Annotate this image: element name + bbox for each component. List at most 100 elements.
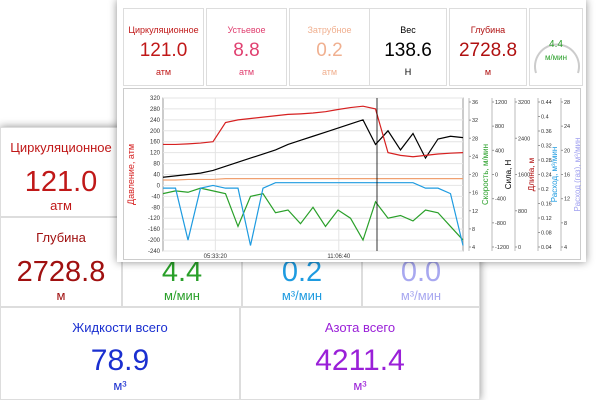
right-tick-label: 8 [564,221,567,227]
right-tick-label: 1200 [495,100,507,106]
tile: Устьевое 8.8 атм [206,8,287,86]
right-tick-label: 2400 [518,136,530,142]
gauge-value: 4.4 [549,39,563,50]
right-tick-label: 36 [472,100,478,106]
y-tick-label: 80 [153,162,160,168]
tile-unit: м³/мин [400,288,442,303]
right-tick-label: -1200 [495,245,509,251]
tile-label: Циркуляционное [128,25,199,35]
tile-value: 121.0 [24,166,98,198]
right-tick-label: 4 [472,245,475,251]
tile: Вес 138.6 Н [369,8,447,86]
front-panel: 320 280 240 200 160 120 80 40 0 -40 -80 -120 -160 -20… [117,0,586,262]
y-tick-label: -80 [151,205,160,211]
y-tick-label: 320 [150,96,161,102]
right-tick-label: 0.28 [541,158,552,164]
y-tick-label: -160 [148,227,161,233]
tile-unit: м³/мин [281,288,323,303]
right-tick-label: 0.2 [541,187,549,193]
right-tick-label: 12 [472,209,478,215]
right-tick-label: 24 [472,154,478,160]
tile-unit: атм [321,67,338,77]
right-axis-title: Длина, м [527,158,536,191]
right-tick-label: 0.24 [541,173,552,179]
right-axis-title: Расход, м³/мин [550,147,559,203]
right-axis-title: Скорость, м/мин [481,144,490,205]
right-tick-label: 0.36 [541,129,552,135]
right-tick-label: 28 [564,100,570,106]
tile-label: Циркуляционное [10,140,112,155]
y-tick-label: 40 [153,173,160,179]
tile: Циркуляционное 121.0 атм [0,127,122,217]
tile-label: Глубина [470,25,506,35]
right-axis-title: Расход (газ), м³/мин [573,138,581,212]
right-tick-label: 28 [472,136,478,142]
tile-value: 8.8 [233,40,260,61]
tile-label: Глубина [36,230,86,245]
tile-value: 121.0 [139,40,188,61]
right-tick-label: 0 [518,245,521,251]
tile: Азота всего 4211.4 м³ [240,307,480,400]
tile: Жидкости всего 78.9 м³ [0,307,240,400]
series-line [163,177,463,181]
right-tick-label: 800 [495,124,504,130]
x-tick-label: 11:06:40 [327,254,351,260]
y-tick-label: -200 [148,238,161,244]
tile-value: 0.2 [316,40,343,61]
right-tick-label: 24 [564,124,570,130]
y-tick-label: 160 [150,140,161,146]
x-tick-label: 05:33:20 [204,254,228,260]
right-tick-label: 16 [564,173,570,179]
tile: Глубина 2728.8 м [0,217,122,307]
gauge-unit: м/мин [544,53,568,62]
tile-label: Вес [400,25,416,35]
y-tick-label: 200 [150,129,161,135]
right-tick-label: 3200 [518,100,530,106]
right-tick-label: 4 [564,245,567,251]
y-tick-label: 240 [150,118,161,124]
right-tick-label: 32 [472,118,478,124]
right-tick-label: 8 [472,227,475,233]
series-line [163,182,464,246]
tile-value: 4211.4 [315,344,405,377]
tile-label: Азота всего [324,320,396,335]
tile-value: 78.9 [90,344,150,377]
right-tick-label: 0 [495,173,498,179]
tile-unit: м/мин [164,288,200,303]
y-tick-label: -40 [151,194,160,200]
tile: Циркуляционное 121.0 атм [123,8,204,86]
tile-unit: Н [404,67,412,77]
right-tick-label: 0.08 [541,231,552,237]
right-tick-label: -400 [495,197,506,203]
tile-unit: атм [50,198,72,213]
tile-unit: атм [155,67,172,77]
right-axis-title: Сила, Н [504,159,513,189]
tile: Затрубное 0.2 атм [289,8,370,86]
gauge-tile: 4.4 м/мин [529,8,583,86]
tile-value: 138.6 [384,40,432,61]
tile-unit: м [56,288,66,303]
tile: Глубина 2728.8 м [449,8,527,86]
tile-unit: м³ [353,378,367,393]
tile-value: 2728.8 [16,256,106,288]
right-tick-label: 400 [495,148,504,154]
gauge [534,43,580,74]
tile-value: 2728.8 [458,40,518,61]
series-line [163,105,464,158]
right-tick-label: 0.12 [541,216,552,222]
tile-unit: атм [238,67,255,77]
right-tick-label: -800 [495,221,506,227]
right-tick-label: 16 [472,191,478,197]
tile-unit: м³ [113,378,127,393]
series-line [162,187,464,242]
trend-chart: 32028024020016012080400-40-80-120-160-20… [123,88,581,260]
tile-label: Затрубное [307,25,352,35]
right-tick-label: 12 [564,197,570,203]
y-tick-label: -120 [148,216,161,222]
right-tick-label: 0.32 [541,144,552,150]
tile-label: Устьевое [227,25,266,35]
right-tick-label: 0.44 [541,100,552,106]
right-tick-label: 0.16 [541,202,552,208]
right-tick-label: 20 [472,173,478,179]
